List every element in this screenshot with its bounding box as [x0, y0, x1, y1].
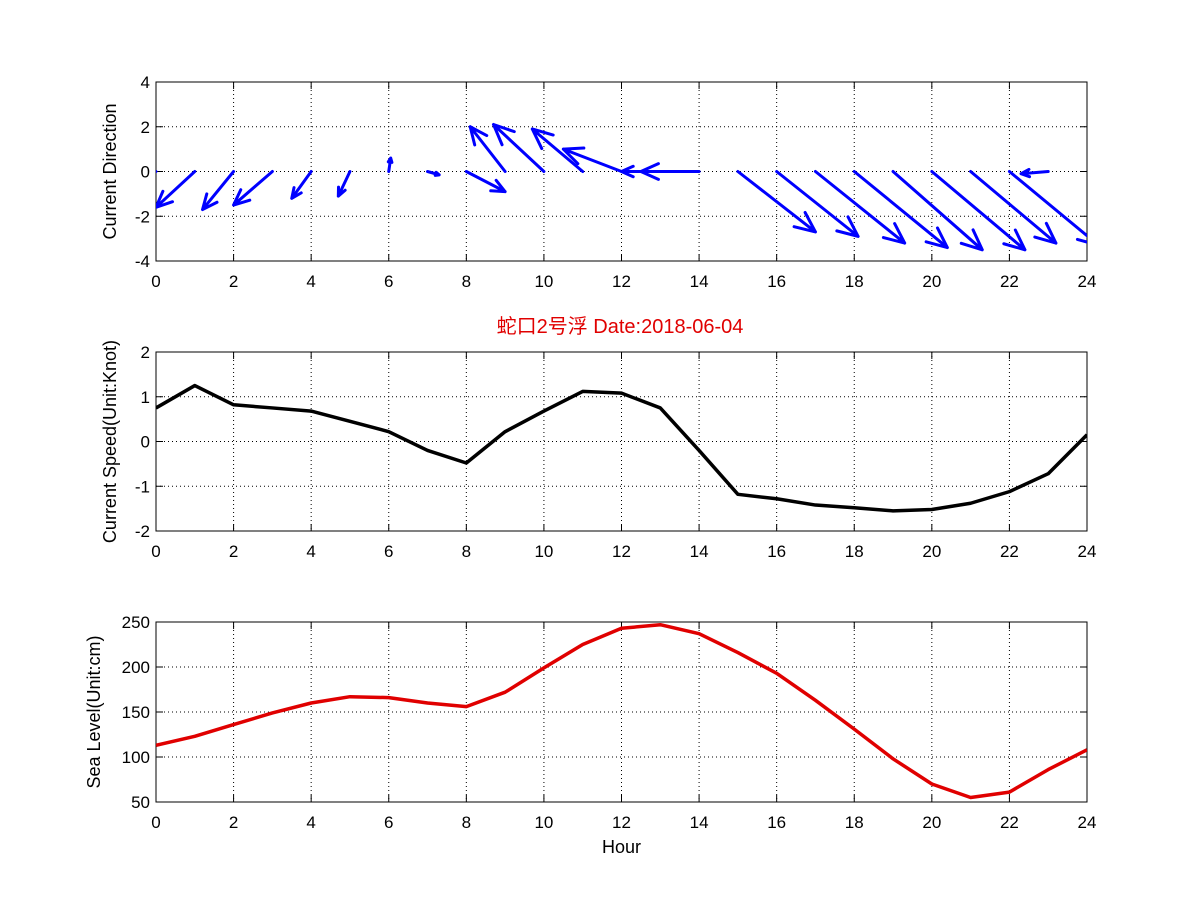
direction-arrow — [201, 170, 236, 212]
speed-data — [156, 383, 1087, 513]
x-tick-label: 16 — [767, 272, 786, 291]
direction-arrow — [232, 170, 274, 207]
x-tick-label: 10 — [534, 542, 553, 561]
direction-arrow — [930, 170, 1027, 252]
y-tick-label: 200 — [122, 658, 150, 677]
x-tick-label: 8 — [462, 542, 471, 561]
axes-box — [155, 621, 1088, 803]
x-tick-label: 14 — [690, 542, 709, 561]
x-tick-label: 4 — [306, 542, 315, 561]
x-tick-label: 2 — [229, 272, 238, 291]
y-tick-label: -1 — [135, 477, 150, 496]
y-tick-label: 0 — [141, 433, 150, 452]
x-tick-label: 16 — [767, 813, 786, 832]
y-tick-label: -2 — [135, 522, 150, 541]
x-tick-label: 12 — [612, 542, 631, 561]
y-tick-label: 50 — [131, 793, 150, 812]
x-tick-label: 2 — [229, 542, 238, 561]
x-tick-label: 24 — [1078, 542, 1097, 561]
sea-level-line — [156, 622, 1087, 800]
x-tick-label: 0 — [151, 542, 160, 561]
direction-arrow — [530, 127, 585, 173]
direction-arrow — [156, 170, 158, 174]
direction-arrow — [969, 170, 1058, 245]
axes-box — [155, 351, 1088, 532]
y-tick-label: 150 — [122, 703, 150, 722]
sea-level-ylabel: Sea Level(Unit:cm) — [84, 635, 104, 788]
sea-level-data — [156, 622, 1087, 800]
y-tick-label: 0 — [141, 163, 150, 182]
direction-arrow — [156, 170, 197, 209]
direction-arrow — [491, 123, 546, 173]
x-tick-label: 4 — [306, 813, 315, 832]
direction-arrow — [468, 125, 507, 173]
direction-arrow — [464, 170, 507, 194]
x-tick-label: 22 — [1000, 542, 1019, 561]
y-tick-label: 2 — [141, 343, 150, 362]
speed-ylabel: Current Speed(Unit:Knot) — [100, 340, 120, 543]
direction-arrow — [813, 170, 907, 245]
direction-arrow — [736, 170, 817, 234]
x-tick-label: 20 — [922, 542, 941, 561]
x-tick-label: 14 — [690, 813, 709, 832]
direction-arrow — [639, 162, 701, 181]
x-tick-label: 12 — [612, 272, 631, 291]
x-tick-label: 18 — [845, 272, 864, 291]
y-tick-label: 250 — [122, 613, 150, 632]
x-tick-label: 6 — [384, 272, 393, 291]
x-tick-label: 20 — [922, 813, 941, 832]
x-tick-label: 4 — [306, 272, 315, 291]
x-tick-label: 12 — [612, 813, 631, 832]
y-tick-label: 1 — [141, 388, 150, 407]
direction-arrow — [290, 170, 313, 200]
x-tick-label: 24 — [1078, 813, 1097, 832]
x-tick-label: 20 — [922, 272, 941, 291]
x-tick-label: 2 — [229, 813, 238, 832]
y-tick-label: -4 — [135, 252, 150, 271]
direction-arrow — [426, 170, 441, 177]
x-tick-label: 18 — [845, 542, 864, 561]
direction-arrow — [891, 170, 984, 252]
x-tick-label: 6 — [384, 542, 393, 561]
x-tick-label: 14 — [690, 272, 709, 291]
x-tick-label: 0 — [151, 272, 160, 291]
x-tick-label: 24 — [1078, 272, 1097, 291]
x-tick-label: 0 — [151, 813, 160, 832]
x-tick-label: 22 — [1000, 813, 1019, 832]
direction-arrow — [1007, 170, 1087, 244]
x-tick-label: 6 — [384, 813, 393, 832]
direction-arrow — [1019, 167, 1050, 179]
y-tick-label: 2 — [141, 118, 150, 137]
x-tick-label: 8 — [462, 272, 471, 291]
y-tick-label: 100 — [122, 748, 150, 767]
x-tick-label: 10 — [534, 272, 553, 291]
direction-arrow — [852, 170, 949, 250]
direction-arrow — [561, 146, 623, 173]
x-tick-label: 16 — [767, 542, 786, 561]
x-tick-label: 8 — [462, 813, 471, 832]
y-tick-label: -2 — [135, 207, 150, 226]
y-tick-label: 4 — [141, 73, 150, 92]
direction-arrow — [336, 170, 352, 198]
x-tick-label: 10 — [534, 813, 553, 832]
direction-data — [156, 123, 1087, 252]
x-tick-label: 18 — [845, 813, 864, 832]
direction-arrow — [386, 156, 394, 173]
x-tick-label: 22 — [1000, 272, 1019, 291]
direction-arrow — [775, 170, 860, 238]
speed-line — [156, 383, 1087, 513]
chart-title: 蛇口2号浮 Date:2018-06-04 — [497, 315, 744, 338]
x-axis-label: Hour — [602, 837, 641, 857]
direction-ylabel: Current Direction — [100, 103, 120, 239]
